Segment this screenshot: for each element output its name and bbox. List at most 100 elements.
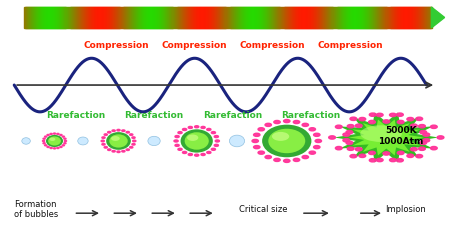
Bar [127,7,128,28]
Ellipse shape [360,125,402,142]
Bar [40,7,42,28]
Bar [390,7,392,28]
Bar [118,7,119,28]
Bar [339,7,342,28]
Bar [421,7,423,28]
Bar [246,7,248,28]
Bar [25,7,27,28]
Bar [205,7,207,28]
Bar [248,7,250,28]
Circle shape [423,133,430,136]
Bar [344,7,346,28]
Circle shape [293,158,300,161]
Bar [41,7,43,28]
Bar [173,7,174,28]
Circle shape [64,138,66,139]
Bar [76,7,78,28]
Circle shape [201,127,205,128]
Bar [168,7,170,28]
Circle shape [369,120,375,124]
Circle shape [274,158,280,161]
Circle shape [43,140,45,141]
Bar [328,7,330,28]
Bar [143,7,145,28]
Circle shape [62,136,64,137]
Bar [97,7,99,28]
Circle shape [390,113,396,116]
Circle shape [214,136,219,138]
Bar [329,7,331,28]
Bar [184,7,186,28]
Bar [119,7,121,28]
Ellipse shape [187,134,198,141]
Bar [64,7,65,28]
Circle shape [369,159,376,162]
Bar [423,7,425,28]
Bar [299,7,301,28]
Bar [346,7,348,28]
Bar [169,7,172,28]
Bar [198,7,200,28]
Circle shape [57,133,59,134]
Circle shape [132,144,135,145]
Circle shape [309,151,316,154]
Bar [27,7,29,28]
Bar [166,7,168,28]
Polygon shape [431,7,445,28]
Bar [92,7,94,28]
Bar [32,7,34,28]
Bar [207,7,209,28]
Circle shape [126,149,129,151]
Circle shape [416,154,423,158]
Bar [328,7,329,28]
Bar [385,7,387,28]
Bar [400,7,402,28]
Bar [320,7,322,28]
Bar [152,7,154,28]
Circle shape [343,139,350,142]
Bar [115,7,118,28]
Bar [132,7,134,28]
Bar [300,7,302,28]
Bar [62,7,64,28]
Bar [404,7,406,28]
Bar [264,7,266,28]
Circle shape [130,147,133,148]
Bar [378,7,380,28]
Bar [296,7,298,28]
Bar [204,7,206,28]
Bar [136,7,138,28]
Bar [377,7,379,28]
Bar [334,7,336,28]
Bar [348,7,350,28]
Bar [399,7,401,28]
Bar [372,7,374,28]
Bar [105,7,107,28]
Bar [325,7,328,28]
Circle shape [50,133,52,134]
Bar [429,7,431,28]
Bar [107,7,109,28]
Bar [343,7,345,28]
Bar [227,7,228,28]
Bar [282,7,283,28]
Bar [145,7,147,28]
Bar [416,7,418,28]
Bar [37,7,39,28]
Bar [379,7,382,28]
Bar [65,7,67,28]
Bar [182,7,183,28]
Circle shape [207,151,211,154]
Bar [121,7,124,28]
Bar [403,7,405,28]
Bar [322,7,324,28]
Bar [165,7,167,28]
Bar [316,7,318,28]
Bar [413,7,415,28]
Bar [45,7,47,28]
Bar [84,7,86,28]
Ellipse shape [184,132,209,150]
Bar [301,7,303,28]
Bar [366,7,368,28]
Bar [98,7,100,28]
